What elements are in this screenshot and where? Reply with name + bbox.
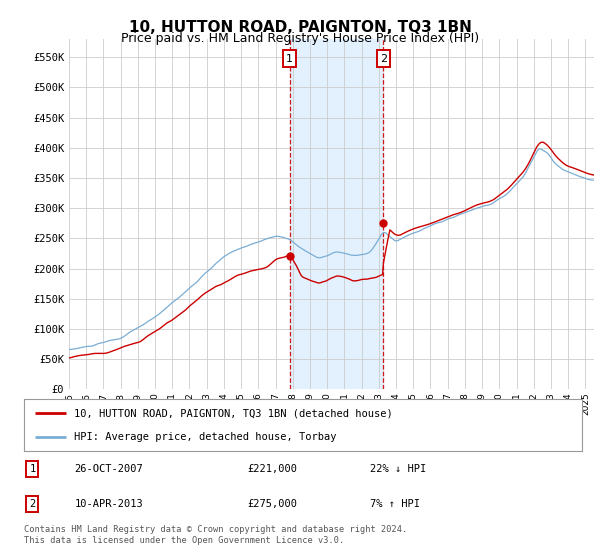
Text: 1: 1 [286, 54, 293, 63]
Text: Price paid vs. HM Land Registry's House Price Index (HPI): Price paid vs. HM Land Registry's House … [121, 32, 479, 45]
Text: 26-OCT-2007: 26-OCT-2007 [74, 464, 143, 474]
Text: 10-APR-2013: 10-APR-2013 [74, 499, 143, 509]
Text: £221,000: £221,000 [247, 464, 297, 474]
Text: 1: 1 [29, 464, 35, 474]
Text: 10, HUTTON ROAD, PAIGNTON, TQ3 1BN (detached house): 10, HUTTON ROAD, PAIGNTON, TQ3 1BN (deta… [74, 408, 393, 418]
Text: 10, HUTTON ROAD, PAIGNTON, TQ3 1BN: 10, HUTTON ROAD, PAIGNTON, TQ3 1BN [128, 20, 472, 35]
Text: Contains HM Land Registry data © Crown copyright and database right 2024.
This d: Contains HM Land Registry data © Crown c… [24, 525, 407, 545]
Text: HPI: Average price, detached house, Torbay: HPI: Average price, detached house, Torb… [74, 432, 337, 442]
Text: 2: 2 [380, 54, 387, 63]
Text: 22% ↓ HPI: 22% ↓ HPI [370, 464, 426, 474]
Text: 7% ↑ HPI: 7% ↑ HPI [370, 499, 420, 509]
Text: £275,000: £275,000 [247, 499, 297, 509]
Text: 2: 2 [29, 499, 35, 509]
Bar [290, 39, 383, 389]
